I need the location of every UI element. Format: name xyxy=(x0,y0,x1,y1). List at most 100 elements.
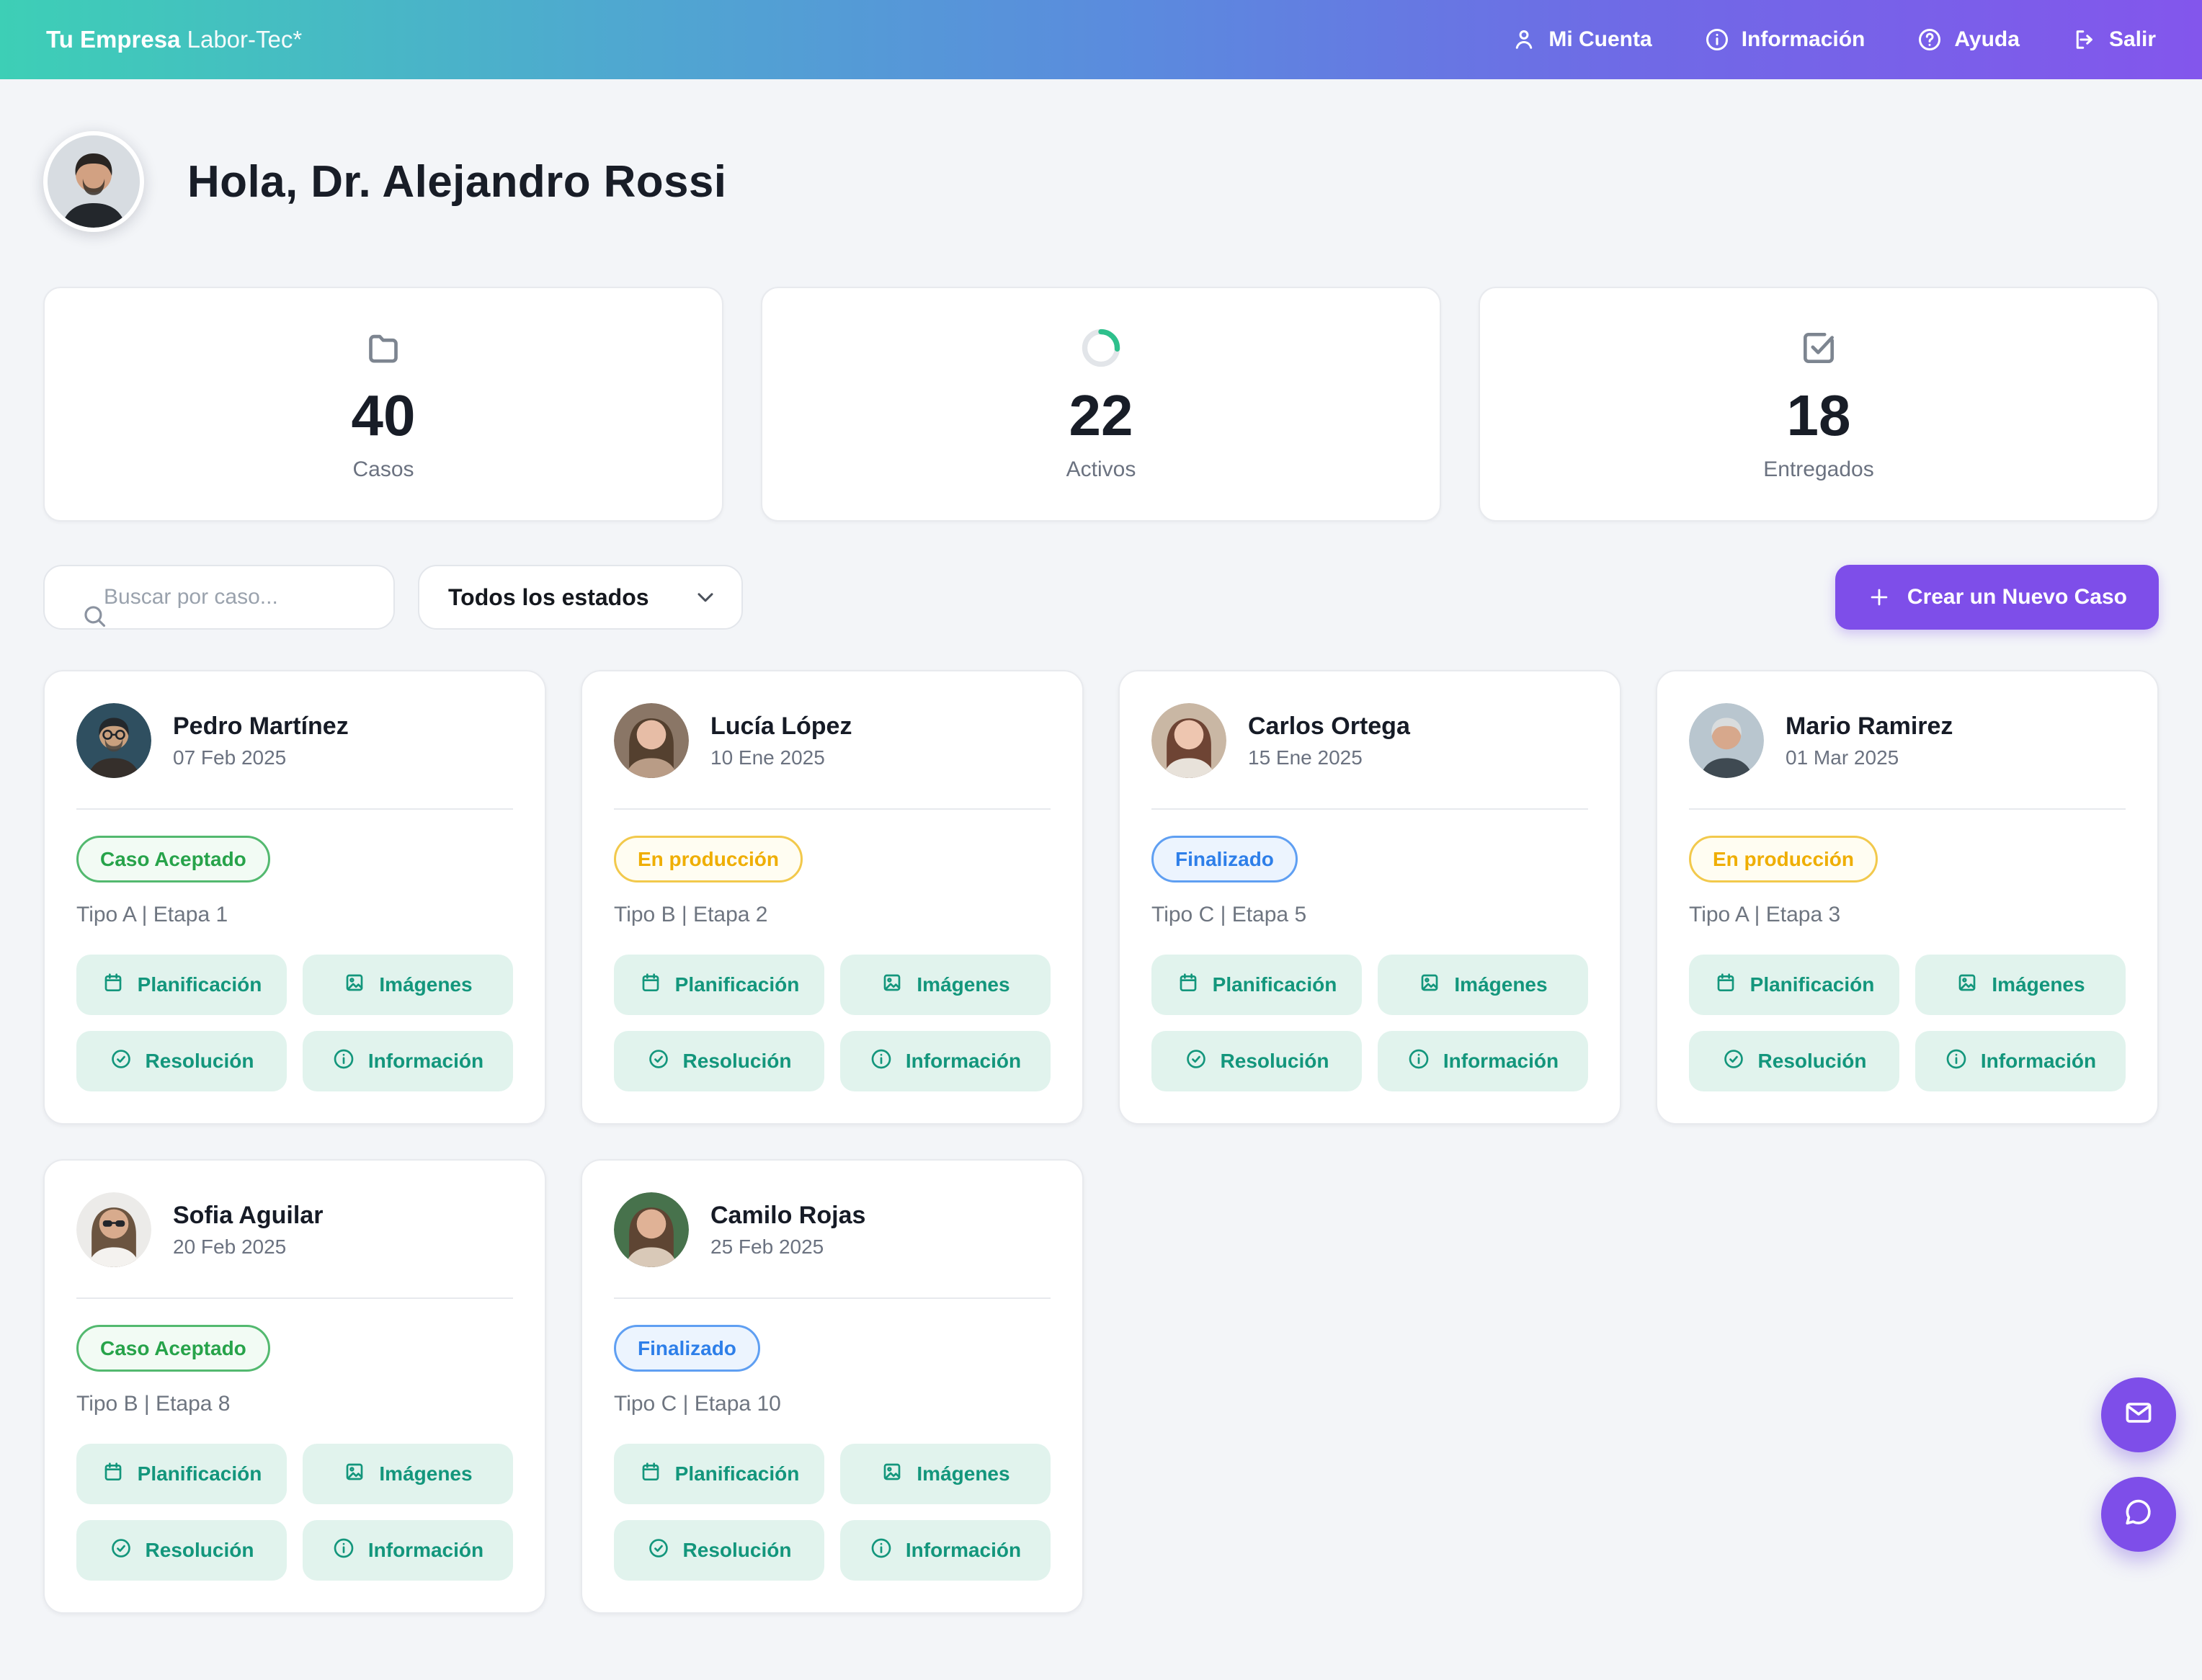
create-case-label: Crear un Nuevo Caso xyxy=(1907,585,2127,609)
action-label: Información xyxy=(1443,1050,1559,1073)
action-informacion-button[interactable]: Información xyxy=(303,1520,513,1581)
brand-product: Labor-Tec* xyxy=(187,26,303,53)
stat-label: Casos xyxy=(352,457,414,482)
image-icon xyxy=(1956,971,1979,999)
toolbar: Todos los estados Crear un Nuevo Caso xyxy=(43,565,2159,630)
stat-value: 18 xyxy=(1787,384,1851,447)
case-type-stage: Tipo A | Etapa 3 xyxy=(1689,903,2126,927)
search-box xyxy=(43,565,395,630)
divider xyxy=(614,808,1051,810)
case-type-stage: Tipo C | Etapa 10 xyxy=(614,1392,1051,1416)
app-header: Tu Empresa Labor-Tec* Mi Cuenta Informaci… xyxy=(0,0,2202,79)
nav-item-salir[interactable]: Salir xyxy=(2072,27,2156,53)
case-date: 07 Feb 2025 xyxy=(173,746,349,769)
action-informacion-button[interactable]: Información xyxy=(840,1031,1051,1091)
status-badge: Caso Aceptado xyxy=(76,1325,270,1372)
nav-item-mi-cuenta[interactable]: Mi Cuenta xyxy=(1511,27,1652,53)
patient-avatar xyxy=(1689,703,1764,778)
status-badge: En producción xyxy=(1689,836,1878,883)
patient-avatar xyxy=(614,1192,689,1267)
nav-item-ayuda[interactable]: Ayuda xyxy=(1917,27,2020,53)
status-badge: Finalizado xyxy=(1151,836,1298,883)
action-informacion-button[interactable]: Información xyxy=(1915,1031,2126,1091)
calendar-icon xyxy=(1177,971,1200,999)
action-label: Planificación xyxy=(138,973,262,996)
action-label: Resolución xyxy=(683,1539,792,1562)
action-label: Información xyxy=(906,1539,1021,1562)
image-icon xyxy=(1418,971,1441,999)
stat-value: 22 xyxy=(1069,384,1133,447)
action-label: Imágenes xyxy=(917,1462,1009,1485)
action-informacion-button[interactable]: Información xyxy=(303,1031,513,1091)
fab-mail-button[interactable] xyxy=(2101,1377,2176,1452)
calendar-icon xyxy=(639,1460,662,1488)
mail-icon xyxy=(2123,1397,2154,1434)
info-icon xyxy=(1945,1047,1968,1076)
nav-item-informacion[interactable]: Información xyxy=(1704,27,1866,53)
action-imagenes-button[interactable]: Imágenes xyxy=(303,955,513,1015)
check-circle-icon xyxy=(1722,1047,1745,1076)
action-resolucion-button[interactable]: Resolución xyxy=(76,1031,287,1091)
action-resolucion-button[interactable]: Resolución xyxy=(1151,1031,1362,1091)
fab-chat-button[interactable] xyxy=(2101,1477,2176,1552)
action-resolucion-button[interactable]: Resolución xyxy=(614,1031,824,1091)
action-resolucion-button[interactable]: Resolución xyxy=(614,1520,824,1581)
check-circle-icon xyxy=(1185,1047,1208,1076)
stat-card-activos: 22 Activos xyxy=(761,287,1441,522)
case-actions: Planificación Imágenes Resolución Informaci… xyxy=(76,1444,513,1581)
action-planificacion-button[interactable]: Planificación xyxy=(1151,955,1362,1015)
action-resolucion-button[interactable]: Resolución xyxy=(1689,1031,1899,1091)
action-planificacion-button[interactable]: Planificación xyxy=(76,1444,287,1504)
action-imagenes-button[interactable]: Imágenes xyxy=(840,955,1051,1015)
nav-label: Mi Cuenta xyxy=(1548,27,1652,52)
check-circle-icon xyxy=(110,1047,133,1076)
info-icon xyxy=(332,1537,355,1565)
divider xyxy=(76,1297,513,1299)
action-label: Planificación xyxy=(1213,973,1337,996)
brand-company: Tu Empresa xyxy=(46,26,180,53)
status-badge: Finalizado xyxy=(614,1325,760,1372)
stat-label: Activos xyxy=(1066,457,1136,482)
calendar-icon xyxy=(102,1460,125,1488)
status-filter-select[interactable]: Todos los estados xyxy=(418,565,743,630)
logout-icon xyxy=(2072,27,2098,53)
action-label: Imágenes xyxy=(1454,973,1547,996)
status-badge: En producción xyxy=(614,836,803,883)
chat-icon xyxy=(2123,1496,2154,1533)
patient-avatar xyxy=(76,1192,151,1267)
action-imagenes-button[interactable]: Imágenes xyxy=(1915,955,2126,1015)
greeting-section: Hola, Dr. Alejandro Rossi xyxy=(43,131,2159,232)
action-planificacion-button[interactable]: Planificación xyxy=(614,1444,824,1504)
action-informacion-button[interactable]: Información xyxy=(1378,1031,1588,1091)
info-icon xyxy=(1704,27,1730,53)
action-planificacion-button[interactable]: Planificación xyxy=(1689,955,1899,1015)
action-label: Imágenes xyxy=(379,973,472,996)
action-imagenes-button[interactable]: Imágenes xyxy=(840,1444,1051,1504)
action-imagenes-button[interactable]: Imágenes xyxy=(303,1444,513,1504)
action-planificacion-button[interactable]: Planificación xyxy=(76,955,287,1015)
action-imagenes-button[interactable]: Imágenes xyxy=(1378,955,1588,1015)
case-date: 01 Mar 2025 xyxy=(1786,746,1953,769)
case-date: 10 Ene 2025 xyxy=(710,746,852,769)
info-icon xyxy=(332,1047,355,1076)
case-actions: Planificación Imágenes Resolución Informaci… xyxy=(614,955,1051,1091)
create-case-button[interactable]: Crear un Nuevo Caso xyxy=(1835,565,2159,630)
calendar-icon xyxy=(1714,971,1737,999)
search-icon xyxy=(62,584,89,611)
chevron-down-icon xyxy=(692,584,718,610)
action-resolucion-button[interactable]: Resolución xyxy=(76,1520,287,1581)
action-planificacion-button[interactable]: Planificación xyxy=(614,955,824,1015)
action-label: Información xyxy=(368,1539,483,1562)
top-nav: Mi Cuenta Información Ayuda Salir xyxy=(1511,27,2156,53)
action-informacion-button[interactable]: Información xyxy=(840,1520,1051,1581)
case-type-stage: Tipo B | Etapa 8 xyxy=(76,1392,513,1416)
